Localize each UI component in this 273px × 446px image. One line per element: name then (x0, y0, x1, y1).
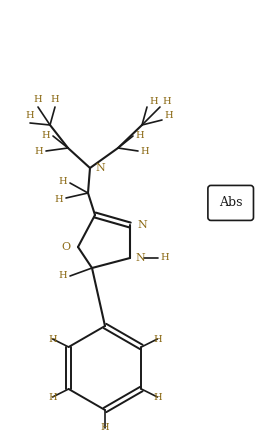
Text: N: N (137, 220, 147, 230)
Text: H: H (101, 424, 109, 433)
Text: N: N (95, 163, 105, 173)
FancyBboxPatch shape (208, 186, 253, 220)
Text: H: H (163, 98, 171, 107)
Text: Abs: Abs (219, 196, 242, 210)
Text: H: H (34, 95, 42, 103)
Text: H: H (42, 132, 50, 140)
Text: H: H (26, 111, 34, 120)
Text: N: N (135, 253, 145, 263)
Text: H: H (153, 392, 162, 401)
Text: H: H (136, 132, 144, 140)
Text: H: H (165, 111, 173, 120)
Text: H: H (48, 392, 57, 401)
Text: H: H (150, 98, 158, 107)
Text: H: H (35, 146, 43, 156)
Text: H: H (161, 253, 169, 263)
Text: H: H (51, 95, 59, 103)
Text: O: O (61, 242, 70, 252)
Text: H: H (59, 177, 67, 186)
Text: H: H (48, 334, 57, 343)
Text: H: H (153, 334, 162, 343)
Text: H: H (141, 146, 149, 156)
Text: H: H (55, 195, 63, 205)
Text: H: H (59, 272, 67, 281)
